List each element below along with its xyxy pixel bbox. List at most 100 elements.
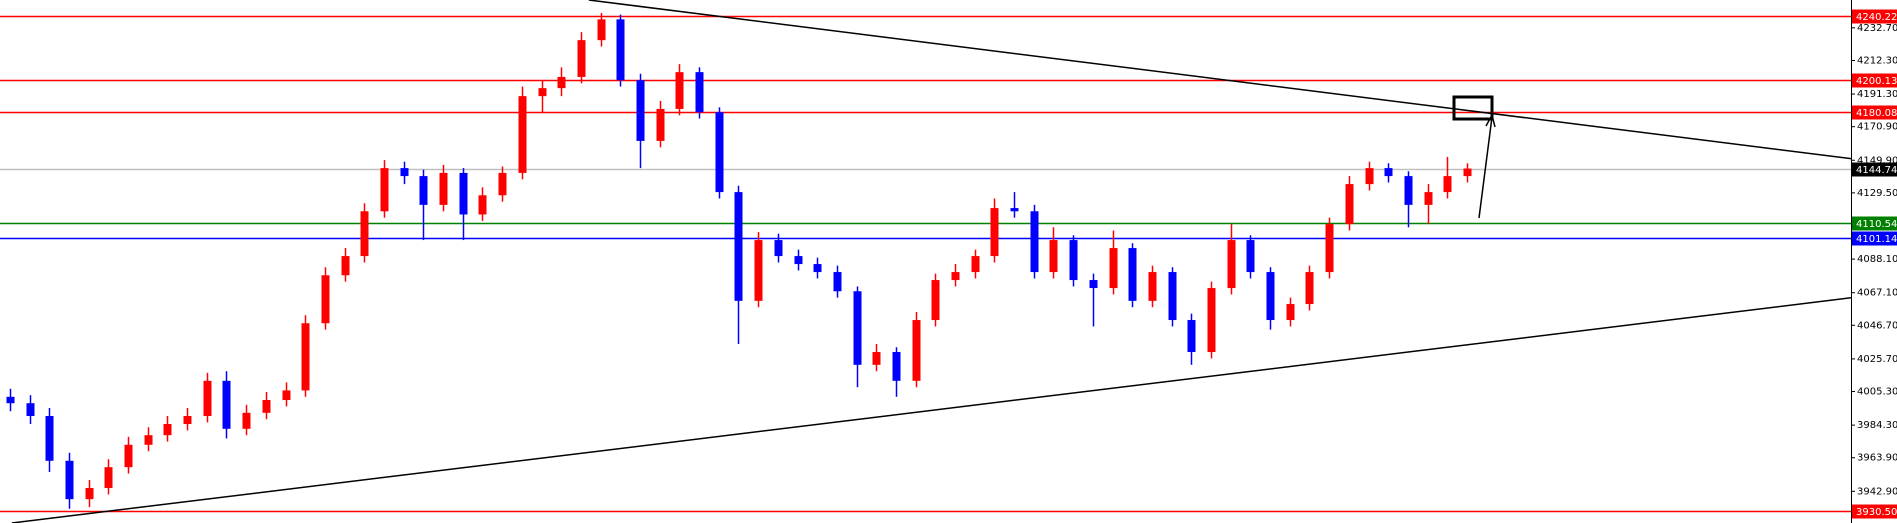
candle-body — [813, 264, 822, 273]
y-tick-label: 3984.30 — [1857, 420, 1897, 431]
y-tick-label: 3963.90 — [1857, 453, 1897, 464]
candle-body — [774, 240, 783, 257]
candle-body — [695, 72, 704, 113]
candle-body — [163, 423, 172, 436]
y-tick-label: 4191.30 — [1857, 89, 1897, 100]
candle-body — [439, 172, 448, 205]
level-label: 4200.13 — [1856, 76, 1897, 87]
candle-body — [1463, 168, 1472, 177]
candle-body — [26, 403, 35, 417]
level-label: 4144.74 — [1856, 165, 1897, 176]
candle-body — [1089, 280, 1098, 289]
candle-body — [1246, 240, 1255, 273]
candle-body — [951, 272, 960, 281]
candle-body — [478, 195, 487, 215]
candle-body — [1069, 240, 1078, 281]
candle-body — [498, 172, 507, 196]
candle-body — [1384, 168, 1393, 177]
candle-body — [1424, 192, 1433, 205]
level-label-bg — [1852, 216, 1897, 231]
candle-body — [124, 444, 133, 468]
level-label-bg — [1852, 162, 1897, 177]
candle-body — [1227, 240, 1236, 289]
arrow — [1478, 116, 1493, 219]
candle-body — [1187, 320, 1196, 353]
level-label-bg — [1852, 504, 1897, 519]
candle-body — [1148, 272, 1157, 301]
y-tick-label: 3942.90 — [1857, 486, 1897, 497]
candle-body — [1109, 248, 1118, 289]
candle-body — [321, 275, 330, 324]
candle-body — [557, 76, 566, 89]
candle-body — [203, 380, 212, 417]
candle-body — [183, 416, 192, 424]
candle-body — [65, 460, 74, 500]
candle-body — [538, 88, 547, 97]
candle-body — [1207, 288, 1216, 353]
candle-body — [931, 280, 940, 321]
candle-body — [341, 256, 350, 276]
candle-body — [242, 412, 251, 429]
candle-body — [1404, 176, 1413, 205]
candle-body — [794, 256, 803, 265]
highlight-box — [1452, 95, 1494, 121]
candle-body — [1286, 304, 1295, 321]
candle-body — [1010, 208, 1019, 212]
y-tick-label: 4232.70 — [1857, 23, 1897, 34]
candle-body — [577, 40, 586, 77]
level-label: 4101.14 — [1856, 234, 1897, 245]
level-label-bg — [1852, 231, 1897, 246]
candle-body — [872, 352, 881, 365]
y-axis: 4232.70 4212.30 4191.30 4170.90 4149.90 4129.… — [1851, 23, 1897, 497]
candle-body — [419, 176, 428, 205]
candle-body — [45, 416, 54, 461]
trendline — [588, 0, 1851, 160]
trendline — [11, 297, 1851, 523]
level-labels: 4240.22 4200.13 4180.08 4144.74 4110.54 4101.… — [1852, 9, 1897, 519]
y-tick-label: 4025.70 — [1857, 354, 1897, 365]
y-tick-label: 4005.30 — [1857, 387, 1897, 398]
level-label: 3930.50 — [1856, 507, 1897, 518]
candle-body — [990, 208, 999, 257]
y-tick-label: 4067.10 — [1857, 288, 1897, 299]
candle-body — [301, 323, 310, 391]
candle-body — [1168, 272, 1177, 321]
level-label: 4240.22 — [1856, 12, 1897, 23]
candle-body — [656, 108, 665, 141]
candle-body — [6, 396, 15, 404]
y-tick-label: 4046.70 — [1857, 320, 1897, 331]
candle-body — [675, 72, 684, 109]
candle-body — [400, 168, 409, 177]
arrow-head — [1485, 112, 1496, 128]
candle-body — [833, 272, 842, 292]
candle-body — [104, 467, 113, 488]
candle-body — [360, 211, 369, 257]
candle-body — [754, 240, 763, 301]
candle-body — [518, 96, 527, 173]
candle-body — [734, 192, 743, 301]
candle-body — [1049, 240, 1058, 273]
candle-body — [1345, 184, 1354, 225]
candle-body — [380, 168, 389, 212]
candle-body — [1266, 272, 1275, 321]
candles — [6, 12, 1472, 509]
y-tick-label: 4149.90 — [1857, 155, 1897, 166]
y-tick-label: 4088.10 — [1857, 254, 1897, 265]
y-tick-label: 4129.50 — [1857, 188, 1897, 199]
level-label: 4110.54 — [1856, 219, 1897, 230]
candle-body — [222, 380, 231, 429]
candle-body — [144, 435, 153, 445]
candle-body — [892, 352, 901, 381]
candle-body — [1305, 272, 1314, 305]
levels — [0, 15, 1851, 513]
candle-body — [1128, 248, 1137, 301]
candle-body — [597, 19, 606, 41]
candle-body — [853, 291, 862, 365]
level-label-bg — [1852, 105, 1897, 120]
candle-body — [262, 400, 271, 413]
candle-body — [636, 80, 645, 141]
candle-body — [459, 172, 468, 215]
y-tick-label: 4170.90 — [1857, 122, 1897, 133]
candle-body — [912, 320, 921, 381]
